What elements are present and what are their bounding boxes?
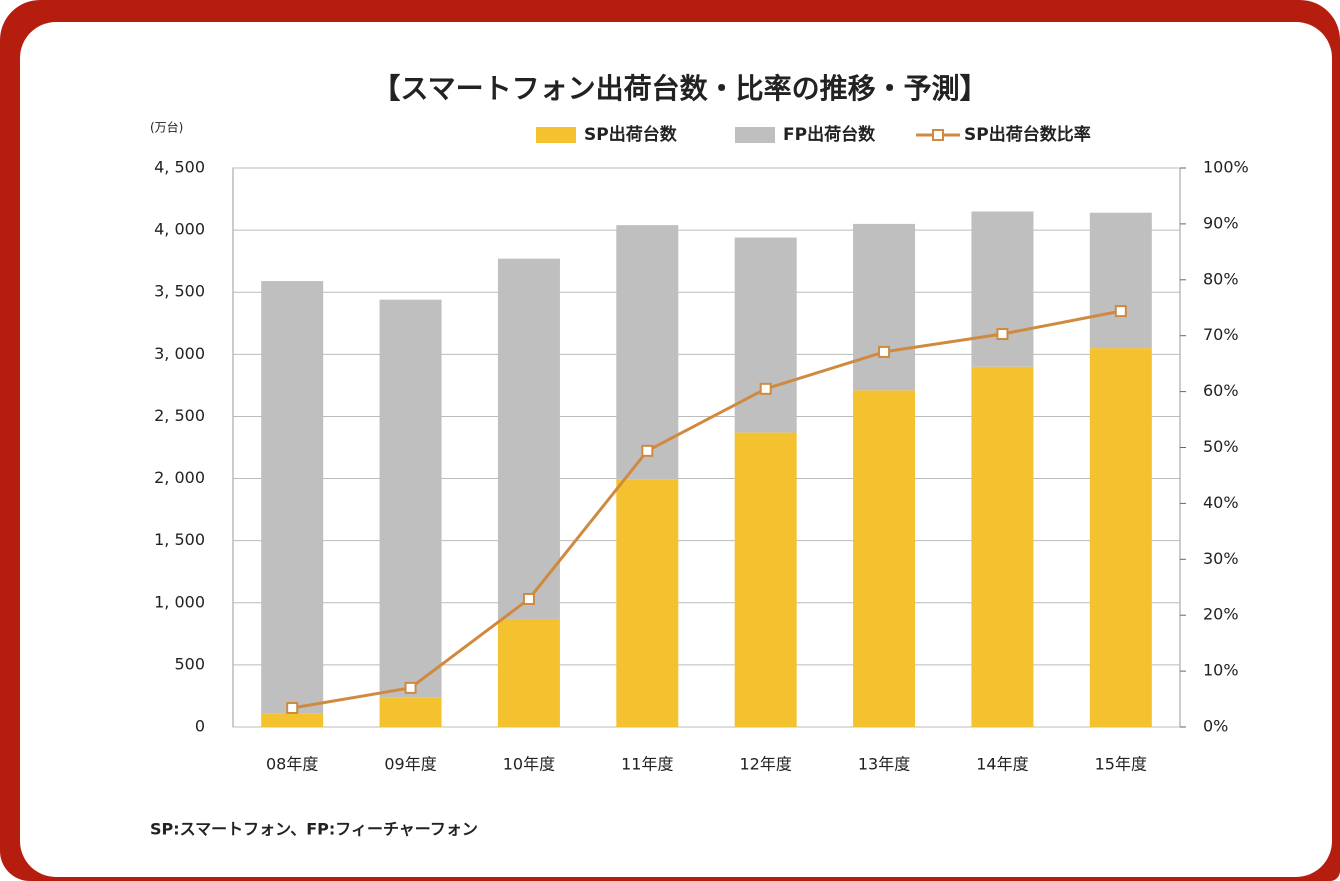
bar bbox=[497, 618, 560, 727]
plot-area bbox=[232, 167, 1181, 728]
y-tick-label: 1, 000 bbox=[154, 592, 205, 611]
y2-tick-label: 30% bbox=[1203, 549, 1239, 568]
y2-tick-label: 40% bbox=[1203, 493, 1239, 512]
line-marker bbox=[878, 345, 891, 358]
y-axis-unit: (万台) bbox=[150, 120, 183, 135]
line-marker bbox=[759, 382, 772, 395]
bar bbox=[971, 211, 1034, 367]
x-tick-label: 11年度 bbox=[621, 755, 673, 774]
bar bbox=[379, 697, 442, 727]
y2-tick-label: 60% bbox=[1203, 381, 1239, 400]
line-marker bbox=[1114, 305, 1127, 318]
y2-tick-label: 20% bbox=[1203, 605, 1239, 624]
x-tick-label: 09年度 bbox=[384, 755, 436, 774]
x-tick-label: 13年度 bbox=[858, 755, 910, 774]
y-tick-label: 1, 500 bbox=[154, 530, 205, 549]
y-tick-label: 2, 500 bbox=[154, 406, 205, 425]
y2-tick-label: 70% bbox=[1203, 325, 1239, 344]
bar bbox=[497, 258, 560, 619]
y-tick-label: 3, 000 bbox=[154, 344, 205, 363]
bar bbox=[734, 432, 797, 727]
legend-swatch bbox=[735, 127, 775, 143]
y-tick-label: 3, 500 bbox=[154, 282, 205, 301]
x-tick-label: 12年度 bbox=[740, 755, 792, 774]
chart-title: 【スマートフォン出荷台数・比率の推移・予測】 bbox=[372, 72, 987, 105]
line-marker bbox=[404, 681, 417, 694]
line-marker bbox=[641, 444, 654, 457]
bar bbox=[261, 713, 324, 727]
y-tick-label: 2, 000 bbox=[154, 468, 205, 487]
bar bbox=[616, 225, 679, 480]
bar bbox=[379, 299, 442, 698]
y-tick-label: 4, 000 bbox=[154, 220, 205, 239]
legend-marker bbox=[932, 129, 944, 141]
y2-tick-label: 0% bbox=[1203, 717, 1228, 736]
y2-tick-label: 10% bbox=[1203, 661, 1239, 680]
bar bbox=[261, 281, 324, 714]
y-tick-label: 4, 500 bbox=[154, 158, 205, 177]
x-tick-label: 15年度 bbox=[1095, 755, 1147, 774]
x-tick-label: 08年度 bbox=[266, 755, 318, 774]
bar bbox=[1089, 212, 1152, 349]
y2-tick-label: 50% bbox=[1203, 437, 1239, 456]
line bbox=[291, 309, 1122, 710]
bar bbox=[1089, 348, 1152, 727]
y2-tick-label: 100% bbox=[1203, 158, 1249, 177]
line-marker bbox=[996, 328, 1009, 341]
legend-label: SP出荷台数 bbox=[584, 124, 678, 145]
bar bbox=[853, 223, 916, 391]
bar bbox=[734, 237, 797, 433]
bar bbox=[971, 366, 1034, 727]
y-tick-label: 0 bbox=[195, 717, 205, 736]
y-tick-label: 500 bbox=[174, 654, 205, 673]
line-marker bbox=[522, 592, 535, 605]
bar bbox=[616, 479, 679, 727]
y2-tick-label: 90% bbox=[1203, 213, 1239, 232]
y2-tick-label: 80% bbox=[1203, 269, 1239, 288]
note: SP:スマートフォン、FP:フィーチャーフォン bbox=[150, 820, 478, 839]
line-marker bbox=[286, 701, 299, 714]
legend-label: FP出荷台数 bbox=[783, 124, 876, 145]
legend-label: SP出荷台数比率 bbox=[964, 124, 1091, 145]
bar bbox=[853, 390, 916, 727]
legend-swatch bbox=[536, 127, 576, 143]
x-tick-label: 10年度 bbox=[503, 755, 555, 774]
x-tick-label: 14年度 bbox=[976, 755, 1028, 774]
